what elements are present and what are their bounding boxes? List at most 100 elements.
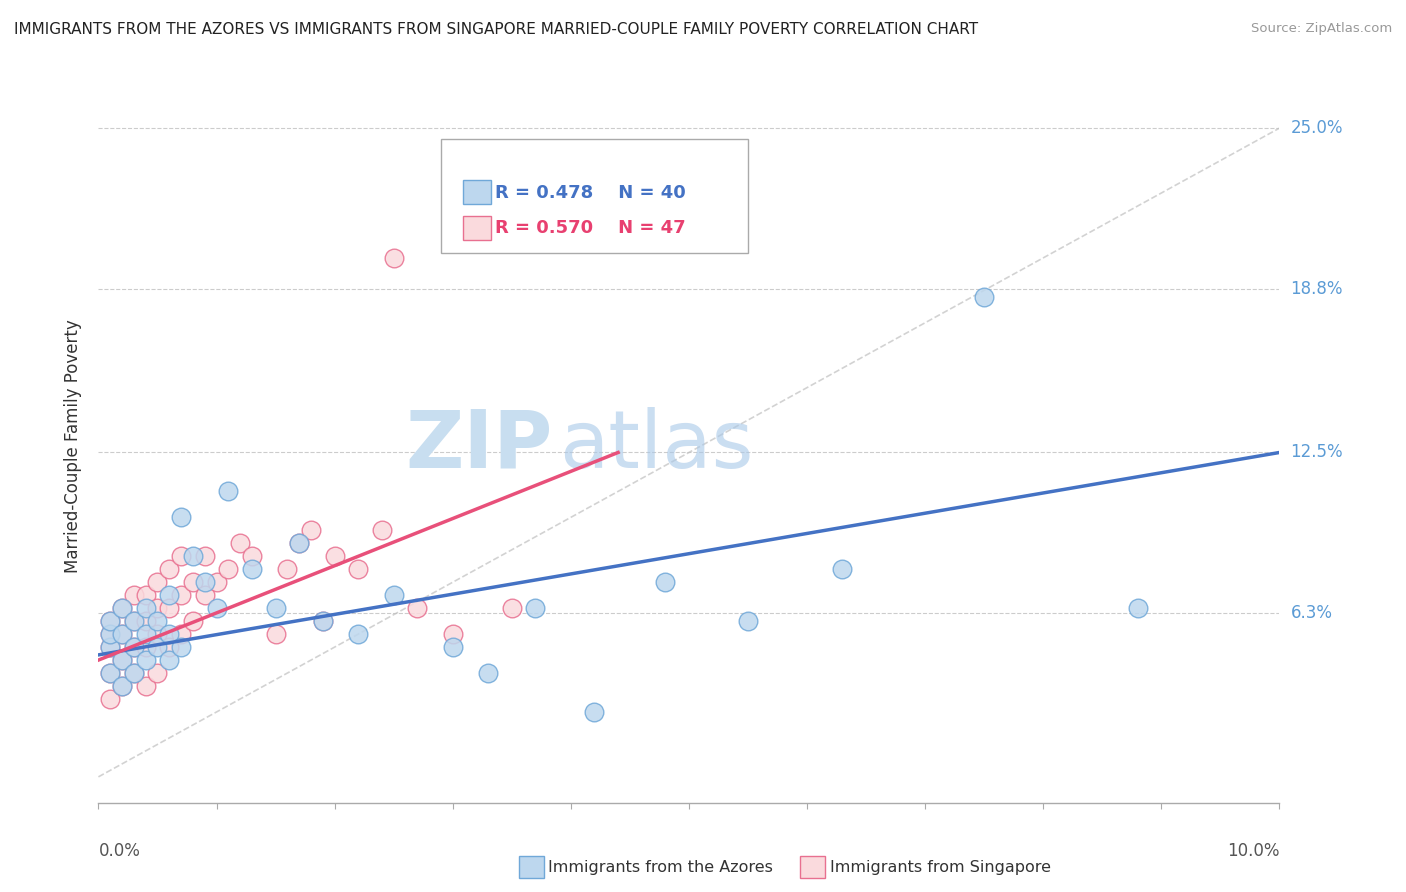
Text: atlas: atlas	[560, 407, 754, 485]
Point	[194, 575, 217, 590]
Point	[111, 653, 134, 667]
Point	[1126, 601, 1149, 615]
Point	[299, 524, 322, 538]
Text: R = 0.478    N = 40: R = 0.478 N = 40	[495, 184, 686, 202]
Point	[98, 692, 121, 706]
Point	[737, 614, 759, 628]
Point	[406, 601, 429, 615]
Point	[111, 627, 134, 641]
Point	[181, 575, 204, 590]
Point	[135, 679, 157, 693]
Point	[240, 562, 263, 576]
Point	[111, 601, 134, 615]
Point	[583, 705, 606, 719]
Text: 10.0%: 10.0%	[1227, 842, 1279, 860]
Point	[122, 640, 145, 654]
Point	[98, 640, 121, 654]
Point	[170, 549, 193, 564]
Point	[122, 640, 145, 654]
Text: 12.5%: 12.5%	[1291, 443, 1343, 461]
Text: ZIP: ZIP	[406, 407, 553, 485]
Point	[194, 588, 217, 602]
Point	[264, 601, 287, 615]
Point	[477, 666, 499, 681]
Text: 18.8%: 18.8%	[1291, 280, 1343, 298]
Text: 0.0%: 0.0%	[98, 842, 141, 860]
Point	[98, 614, 121, 628]
Point	[146, 640, 169, 654]
Point	[157, 653, 180, 667]
Text: Source: ZipAtlas.com: Source: ZipAtlas.com	[1251, 22, 1392, 36]
Point	[170, 510, 193, 524]
Point	[382, 588, 405, 602]
Point	[146, 575, 169, 590]
Point	[217, 562, 239, 576]
Point	[170, 627, 193, 641]
Point	[157, 562, 180, 576]
Point	[98, 666, 121, 681]
Point	[111, 653, 134, 667]
Point	[135, 640, 157, 654]
Point	[122, 588, 145, 602]
Point	[347, 562, 370, 576]
Point	[135, 601, 157, 615]
Point	[288, 536, 311, 550]
Point	[98, 627, 121, 641]
Point	[170, 588, 193, 602]
Point	[98, 666, 121, 681]
Point	[122, 614, 145, 628]
Point	[146, 627, 169, 641]
Point	[135, 653, 157, 667]
Text: 6.3%: 6.3%	[1291, 605, 1333, 623]
Point	[135, 588, 157, 602]
Point	[157, 588, 180, 602]
Point	[170, 640, 193, 654]
Y-axis label: Married-Couple Family Poverty: Married-Couple Family Poverty	[65, 319, 83, 573]
Point	[441, 627, 464, 641]
Point	[181, 614, 204, 628]
Point	[111, 679, 134, 693]
Point	[146, 614, 169, 628]
Text: Immigrants from Singapore: Immigrants from Singapore	[830, 860, 1050, 874]
Point	[264, 627, 287, 641]
Point	[98, 627, 121, 641]
Point	[371, 524, 394, 538]
Point	[135, 627, 157, 641]
Point	[157, 627, 180, 641]
Point	[441, 640, 464, 654]
Point	[654, 575, 676, 590]
Point	[194, 549, 217, 564]
Point	[205, 601, 228, 615]
Text: Immigrants from the Azores: Immigrants from the Azores	[548, 860, 773, 874]
Point	[973, 290, 995, 304]
Point	[146, 666, 169, 681]
Point	[122, 614, 145, 628]
Point	[135, 614, 157, 628]
Point	[501, 601, 523, 615]
Text: 25.0%: 25.0%	[1291, 120, 1343, 137]
Point	[157, 601, 180, 615]
Point	[382, 251, 405, 265]
Point	[181, 549, 204, 564]
Point	[288, 536, 311, 550]
Point	[98, 640, 121, 654]
Point	[323, 549, 346, 564]
Point	[524, 601, 547, 615]
Point	[122, 666, 145, 681]
Point	[312, 614, 335, 628]
Text: IMMIGRANTS FROM THE AZORES VS IMMIGRANTS FROM SINGAPORE MARRIED-COUPLE FAMILY PO: IMMIGRANTS FROM THE AZORES VS IMMIGRANTS…	[14, 22, 979, 37]
Point	[122, 666, 145, 681]
Point	[312, 614, 335, 628]
Point	[240, 549, 263, 564]
Point	[111, 627, 134, 641]
Point	[111, 679, 134, 693]
Point	[347, 627, 370, 641]
Point	[157, 640, 180, 654]
FancyBboxPatch shape	[441, 139, 748, 253]
Point	[217, 484, 239, 499]
Point	[276, 562, 298, 576]
Point	[146, 601, 169, 615]
Point	[229, 536, 252, 550]
Point	[111, 601, 134, 615]
Point	[205, 575, 228, 590]
